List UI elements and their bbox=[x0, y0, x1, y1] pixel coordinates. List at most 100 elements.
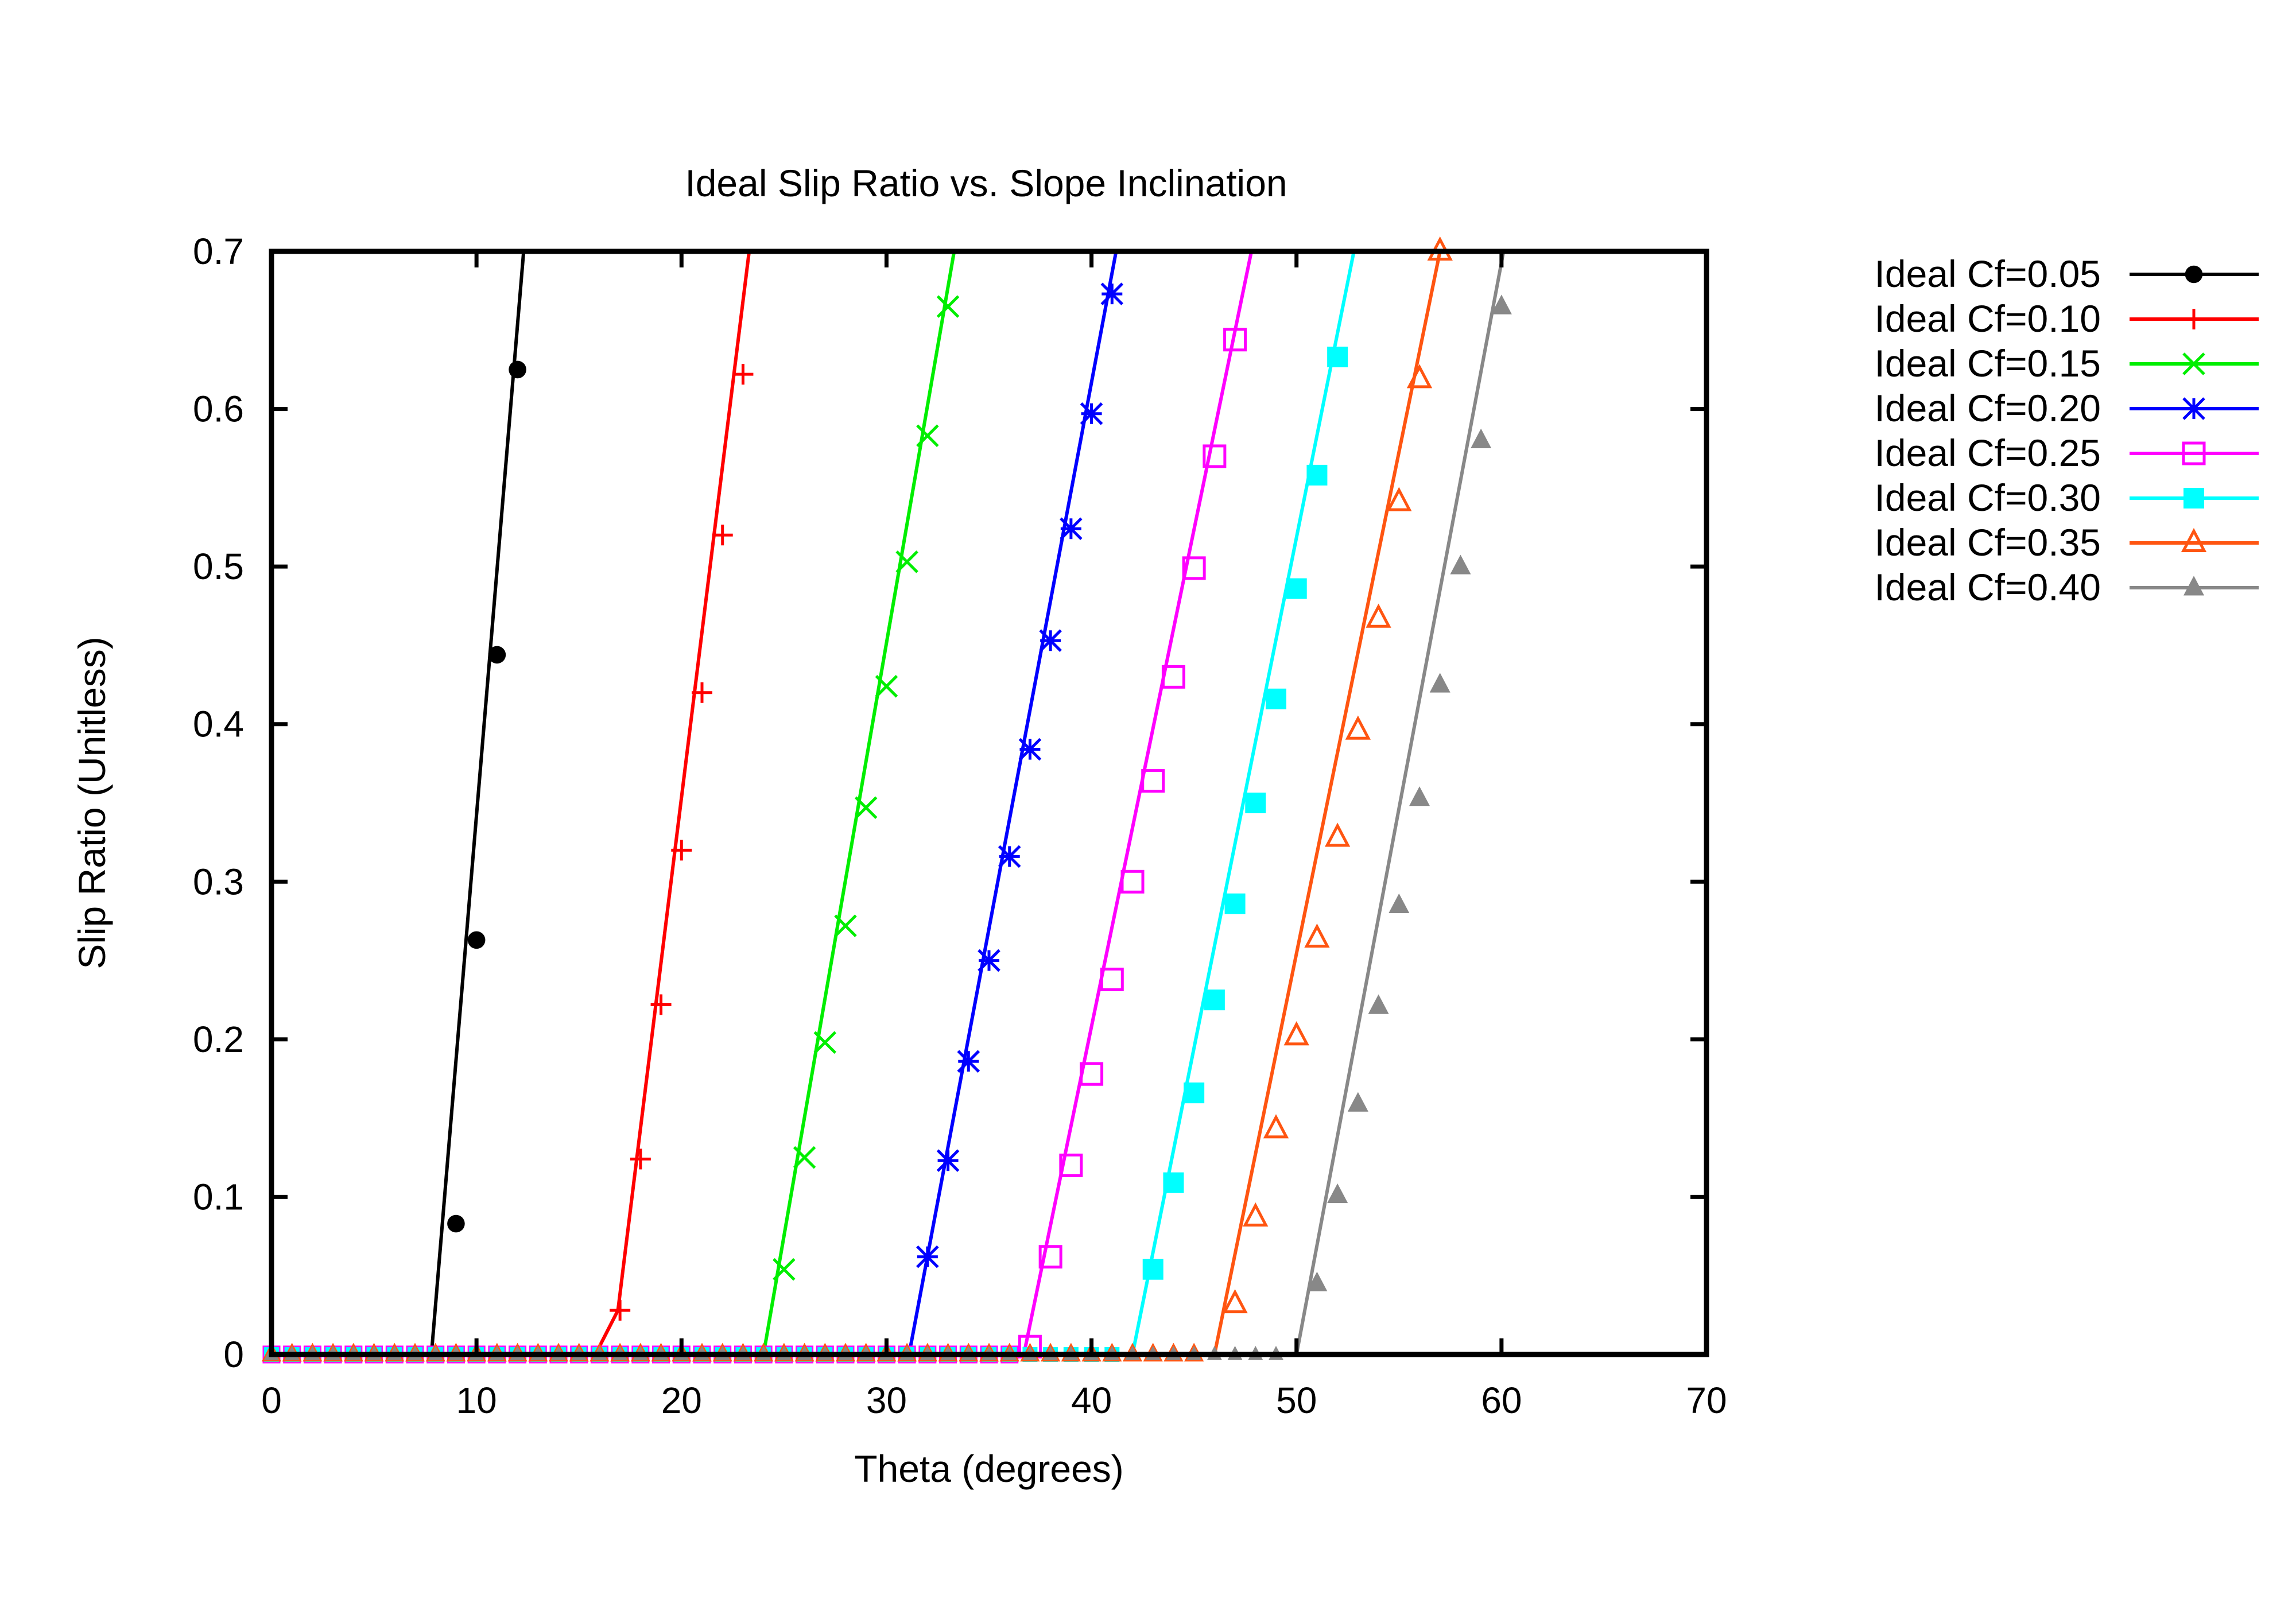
data-point bbox=[732, 364, 754, 385]
data-point bbox=[1222, 1289, 1248, 1314]
y-tick-label: 0.4 bbox=[193, 704, 244, 745]
data-point bbox=[813, 1031, 837, 1054]
data-point bbox=[1368, 994, 1389, 1014]
data-point bbox=[1100, 968, 1124, 992]
legend-item: Ideal Cf=0.10 bbox=[1875, 297, 2259, 340]
legend-label: Ideal Cf=0.35 bbox=[1875, 521, 2101, 564]
y-axis-title: Slip Ratio (Unitless) bbox=[71, 636, 113, 969]
data-point bbox=[834, 914, 857, 937]
data-point bbox=[1345, 715, 1371, 740]
chart-title: Ideal Slip Ratio vs. Slope Inclination bbox=[685, 162, 1287, 204]
series-4 bbox=[263, 251, 1124, 1363]
data-point bbox=[1184, 1082, 1205, 1104]
data-point bbox=[895, 550, 918, 573]
data-point bbox=[1406, 364, 1433, 389]
legend-label: Ideal Cf=0.40 bbox=[1875, 566, 2101, 608]
series-line bbox=[272, 251, 526, 1356]
data-point bbox=[488, 646, 506, 664]
data-point bbox=[1204, 989, 1225, 1011]
data-point bbox=[1163, 1172, 1184, 1193]
data-point bbox=[1080, 402, 1103, 425]
data-point bbox=[1409, 786, 1430, 806]
data-point bbox=[509, 360, 526, 379]
data-point bbox=[630, 1148, 651, 1170]
data-point bbox=[2185, 265, 2203, 284]
data-point bbox=[936, 1149, 960, 1173]
data-point bbox=[773, 1257, 796, 1281]
legend-label: Ideal Cf=0.25 bbox=[1875, 432, 2101, 474]
series-3 bbox=[263, 251, 960, 1363]
data-point bbox=[671, 840, 692, 861]
data-point bbox=[1039, 629, 1062, 652]
data-point bbox=[1223, 328, 1247, 352]
data-point bbox=[1141, 769, 1165, 793]
x-tick-label: 70 bbox=[1686, 1380, 1727, 1421]
x-tick-label: 30 bbox=[866, 1380, 907, 1421]
series-8 bbox=[264, 251, 1512, 1360]
data-point bbox=[1080, 1062, 1104, 1086]
data-point bbox=[712, 525, 733, 546]
data-point bbox=[1347, 1092, 1368, 1112]
data-point bbox=[1059, 1154, 1083, 1178]
data-point bbox=[936, 295, 960, 318]
legend-label: Ideal Cf=0.20 bbox=[1875, 387, 2101, 429]
data-point bbox=[1100, 282, 1124, 305]
data-point bbox=[1120, 870, 1145, 894]
data-point bbox=[2183, 309, 2204, 329]
data-point bbox=[1306, 464, 1328, 486]
data-point bbox=[957, 1050, 980, 1073]
data-point bbox=[1366, 603, 1391, 628]
data-point bbox=[1324, 822, 1351, 847]
data-point bbox=[1245, 793, 1266, 813]
data-point bbox=[2182, 397, 2205, 420]
data-point bbox=[650, 994, 672, 1015]
series-line bbox=[272, 251, 1506, 1356]
data-point bbox=[875, 675, 898, 698]
data-point bbox=[1491, 294, 1512, 315]
legend-item: Ideal Cf=0.35 bbox=[1875, 521, 2259, 564]
legend-label: Ideal Cf=0.15 bbox=[1875, 342, 2101, 385]
data-point bbox=[2181, 527, 2207, 552]
legend-label: Ideal Cf=0.30 bbox=[1875, 476, 2101, 519]
data-point bbox=[1142, 1259, 1163, 1280]
legend-item: Ideal Cf=0.40 bbox=[1875, 566, 2259, 608]
data-point bbox=[692, 682, 712, 703]
data-point bbox=[978, 949, 1000, 972]
data-point bbox=[998, 845, 1021, 868]
data-point bbox=[1224, 893, 1246, 914]
data-point bbox=[1389, 893, 1410, 913]
data-point bbox=[1327, 346, 1348, 367]
x-tick-label: 40 bbox=[1071, 1380, 1112, 1421]
data-point bbox=[2183, 488, 2204, 509]
data-point bbox=[793, 1146, 816, 1169]
x-tick-label: 10 bbox=[456, 1380, 497, 1421]
y-tick-label: 0.2 bbox=[193, 1019, 244, 1060]
legend-item: Ideal Cf=0.05 bbox=[1875, 253, 2259, 295]
y-tick-label: 0.3 bbox=[193, 861, 244, 902]
legend-item: Ideal Cf=0.30 bbox=[1875, 476, 2259, 519]
series-1 bbox=[265, 251, 526, 1361]
series-line bbox=[272, 251, 1356, 1356]
y-tick-label: 0.1 bbox=[193, 1176, 244, 1217]
data-point bbox=[1203, 444, 1227, 468]
x-tick-label: 60 bbox=[1481, 1380, 1522, 1421]
data-point bbox=[1182, 556, 1206, 580]
data-point bbox=[1386, 487, 1412, 511]
data-point bbox=[467, 931, 486, 949]
series-line bbox=[272, 251, 1118, 1356]
x-axis-title: Theta (degrees) bbox=[854, 1447, 1124, 1490]
data-point bbox=[1429, 673, 1450, 693]
series-line bbox=[272, 251, 956, 1356]
legend-item: Ideal Cf=0.15 bbox=[1875, 342, 2259, 385]
data-point bbox=[610, 1300, 631, 1321]
y-tick-label: 0.5 bbox=[193, 546, 244, 587]
data-point bbox=[854, 796, 878, 820]
x-tick-label: 20 bbox=[661, 1380, 702, 1421]
data-point bbox=[1304, 923, 1330, 948]
series-6 bbox=[264, 251, 1356, 1362]
data-point bbox=[1161, 665, 1185, 689]
data-point bbox=[1263, 1114, 1289, 1139]
data-point bbox=[916, 1245, 939, 1268]
